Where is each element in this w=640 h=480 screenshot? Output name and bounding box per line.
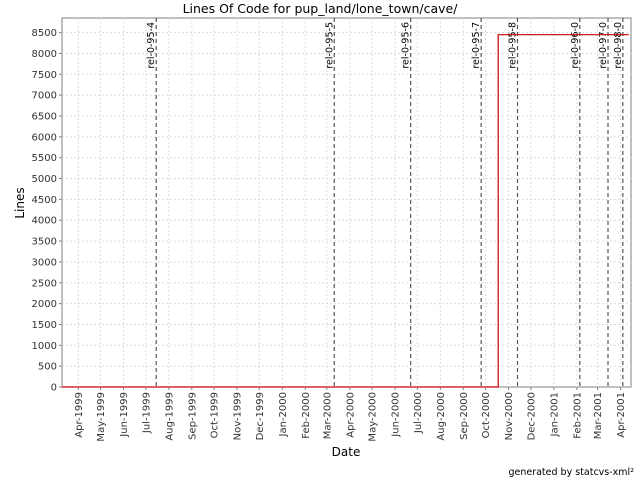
y-axis-label: Lines: [13, 187, 27, 218]
x-tick-label: Jan-2001: [549, 392, 560, 437]
y-tick-label: 4000: [32, 216, 57, 227]
x-tick-label: Feb-2000: [301, 392, 312, 439]
y-tick-label: 5500: [32, 153, 57, 164]
release-marker-label: rel-0-95-4: [146, 22, 157, 69]
x-tick-label: Dec-2000: [526, 392, 537, 440]
release-marker-label: rel-0-96-0: [570, 22, 581, 69]
x-tick-label: Feb-2001: [572, 392, 583, 439]
release-marker-label: rel-0-97-0: [598, 22, 609, 69]
x-tick-label: Jan-2000: [278, 392, 289, 437]
release-marker-label: rel-0-98-0: [613, 22, 624, 69]
series-lines: [62, 34, 629, 388]
x-tick-label: Jul-2000: [413, 392, 424, 434]
grid-lines: [62, 18, 631, 387]
x-tick-label: Jun-1999: [119, 392, 130, 438]
y-tick-label: 2500: [32, 278, 57, 289]
release-marker-label: rel-0-95-8: [507, 22, 518, 69]
x-tick-label: Sep-2000: [459, 392, 470, 440]
x-tick-label: Mar-2000: [322, 392, 333, 439]
y-tick-label: 500: [38, 362, 57, 373]
y-tick-label: 2000: [32, 299, 57, 310]
x-tick-label: Oct-2000: [481, 392, 492, 438]
y-tick-label: 0: [51, 383, 57, 394]
release-markers: rel-0-95-4 rel-0-95-5 rel-0-95-6 rel-0-95-7…: [146, 18, 624, 387]
y-tick-label: 4500: [32, 195, 57, 206]
y-tick-label: 7000: [32, 91, 57, 102]
x-tick-label: Jun-2000: [391, 392, 402, 438]
x-tick-label: Nov-1999: [233, 392, 244, 440]
x-tick-label: Apr-1999: [74, 392, 85, 438]
y-tick-label: 6000: [32, 132, 57, 143]
y-tick-label: 8000: [32, 49, 57, 60]
y-axis-ticks: 0 500 1000 1500 2000 2500 3000 3500 4000 4500 5000…: [32, 28, 62, 394]
y-tick-label: 5000: [32, 174, 57, 185]
x-tick-label: Nov-2000: [504, 392, 515, 440]
x-tick-label: Sep-1999: [187, 392, 198, 440]
chart-title: Lines Of Code for pup_land/lone_town/cav…: [183, 1, 459, 16]
x-tick-label: Jul-1999: [141, 392, 152, 434]
x-tick-label: Dec-1999: [255, 392, 266, 440]
release-marker-label: rel-0-95-5: [324, 22, 335, 69]
footer-credit: generated by statcvs-xml²: [508, 467, 634, 478]
series-line: [62, 34, 629, 388]
y-tick-label: 3000: [32, 257, 57, 268]
y-tick-label: 7500: [32, 70, 57, 81]
x-tick-label: Apr-2000: [345, 392, 356, 438]
release-marker-label: rel-0-95-6: [401, 22, 412, 69]
x-axis-label: Date: [332, 445, 361, 459]
y-tick-label: 8500: [32, 28, 57, 39]
x-tick-label: Oct-1999: [210, 392, 221, 438]
x-tick-label: Apr-2001: [616, 392, 627, 438]
y-tick-label: 6500: [32, 111, 57, 122]
plot-area: [61, 17, 632, 388]
y-tick-label: 1500: [32, 320, 57, 331]
x-tick-label: Mar-2001: [593, 392, 604, 439]
y-tick-label: 3500: [32, 237, 57, 248]
x-tick-label: May-2000: [368, 392, 379, 442]
x-tick-label: Aug-2000: [436, 392, 447, 441]
release-marker-label: rel-0-95-7: [471, 22, 482, 69]
x-axis-ticks: Apr-1999 May-1999 Jun-1999 Jul-1999 Aug-1999…: [74, 387, 627, 442]
y-tick-label: 1000: [32, 341, 57, 352]
x-tick-label: Aug-1999: [164, 392, 175, 441]
x-tick-label: May-1999: [96, 392, 107, 442]
